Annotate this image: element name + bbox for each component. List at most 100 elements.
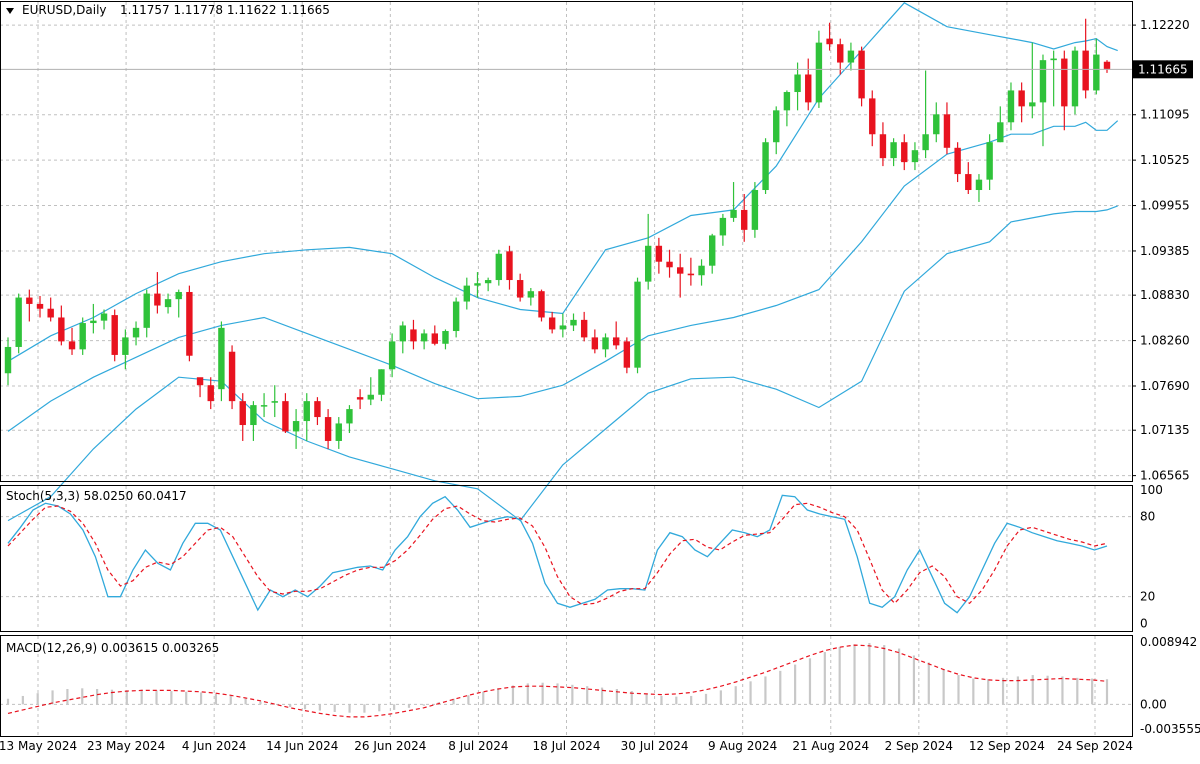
candle-body [773,110,780,143]
candle-body [794,74,801,93]
x-tick-label: 24 Sep 2024 [1057,739,1133,753]
candle-body [303,401,310,422]
candle-body [612,337,620,346]
candle-body [4,346,12,374]
candle-body [943,114,951,148]
candle-body [1103,61,1111,69]
price-tick-label: 1.08260 [1140,334,1190,348]
candle-body [911,150,919,163]
candle-body [762,142,769,191]
candle-body [516,280,524,298]
candle-body [741,209,748,230]
candle-body [644,245,652,282]
price-tick-label: 1.08830 [1140,288,1190,302]
candle-body [1018,90,1025,107]
candle-body [869,98,876,135]
x-tick-label: 13 May 2024 [0,739,77,753]
candle-body [783,92,791,111]
candle-body [815,42,823,103]
price-tick-label: 1.07690 [1140,379,1190,393]
candle-body [356,397,364,400]
candle-body [143,293,150,328]
candle-body [559,325,567,330]
candle-body [420,333,428,342]
candle-body [484,280,492,284]
macd-tick-label: 0.00 [1140,697,1167,711]
candle-body [1071,50,1079,107]
panel-border [0,485,1133,632]
candle-body [570,319,577,326]
candle-body [975,179,983,191]
candle-body [410,329,417,342]
candle-body [26,297,33,304]
macd-tick-label: 0.008942 [1140,635,1197,649]
candle-body [452,301,460,332]
candle-body [1007,90,1015,123]
x-tick-label: 30 Jul 2024 [621,739,689,753]
candle-body [15,297,22,347]
candle-body [346,409,353,424]
candle-body [890,142,897,159]
candle-body [751,190,759,230]
candle-body [837,44,844,63]
candle-body [218,327,225,390]
stoch-main-line [7,494,1108,614]
candle-body [548,317,556,330]
candle-body [271,401,278,403]
candle-body [175,291,182,300]
candle-body [239,401,246,426]
candle-body [292,421,300,432]
candle-body [90,320,97,324]
candle-body [111,315,118,355]
last-price-label: 1.11665 [1138,62,1188,76]
grid-lines [0,2,1132,735]
candle-body [719,217,727,236]
x-tick-label: 2 Sep 2024 [885,739,953,753]
candle-body [207,385,214,402]
candle-body [826,38,833,45]
candle-body [122,337,129,355]
candle-body [36,303,44,309]
candle-body [314,401,321,418]
candle-body [132,327,140,338]
candle-body [1061,58,1068,107]
stoch-tick-label: 0 [1140,616,1148,630]
candle-body [260,405,268,407]
candle-body [933,114,940,135]
candle-body [634,281,641,368]
macd-plot [6,642,1109,718]
candle-body [655,245,663,262]
candle-body [79,323,86,350]
x-tick-label: 4 Jun 2024 [182,739,247,753]
candle-body [922,134,929,151]
candle-body [1039,60,1047,103]
candle-body [196,377,204,386]
candle-body [623,341,631,368]
panel-border [0,635,1133,737]
candle-body [954,147,961,175]
candle-body [591,337,599,350]
bollinger-bands [7,2,1119,522]
candle-body [282,401,289,432]
candle-body [1082,50,1089,91]
price-tick-label: 1.09955 [1140,199,1190,213]
chevron-down-icon[interactable] [6,8,14,14]
stoch-tick-label: 100 [1140,483,1163,497]
bollinger-lower [7,205,1118,522]
bollinger-upper [7,2,1118,362]
candle-body [602,337,609,350]
candle-body [474,283,481,286]
x-tick-label: 9 Aug 2024 [708,739,777,753]
candle-body [335,423,342,441]
candle-body [879,134,887,159]
panel-border [0,1,1133,482]
price-tick-label: 1.10525 [1140,153,1190,167]
bollinger-middle [7,120,1119,432]
candle-body [58,317,65,342]
macd-signal-line [7,644,1108,718]
candle-body [100,313,108,321]
candle-body [367,394,374,400]
stoch-tick-label: 20 [1140,590,1155,604]
